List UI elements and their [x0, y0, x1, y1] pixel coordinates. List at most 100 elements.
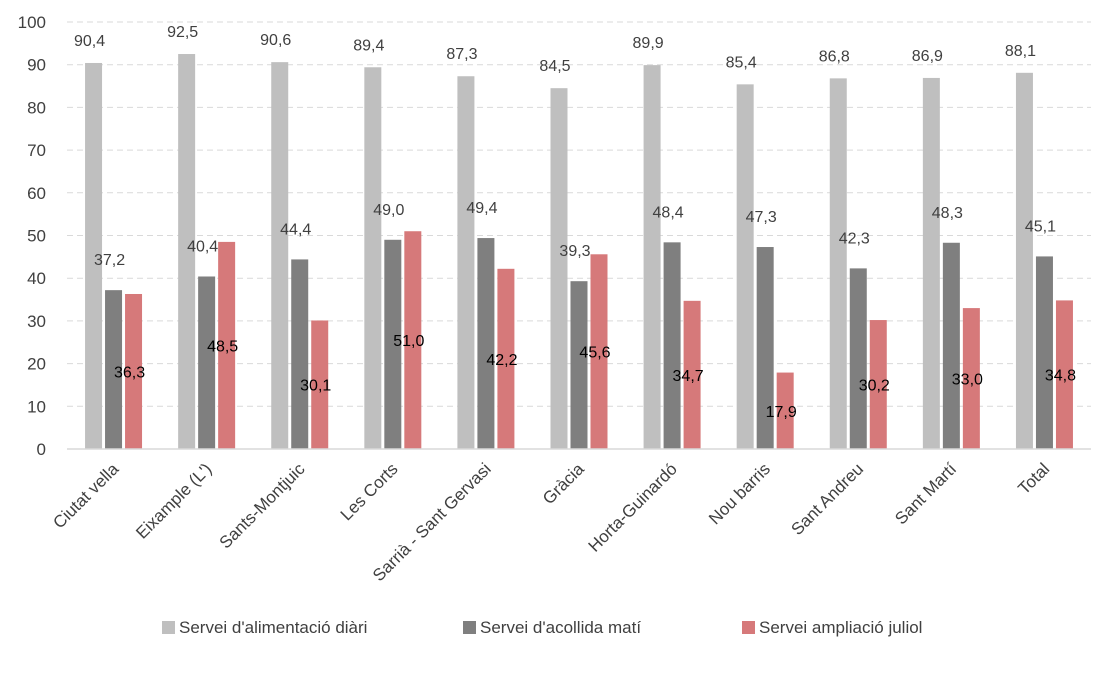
- bar: [105, 290, 123, 449]
- data-label: 92,5: [167, 24, 198, 41]
- y-tick-label: 50: [27, 227, 46, 246]
- bar: [776, 372, 794, 449]
- data-label: 51,0: [393, 333, 424, 350]
- data-label: 86,8: [819, 48, 850, 65]
- legend-item: Servei d'alimentació diàri: [162, 618, 367, 637]
- legend-label: Servei d'alimentació diàri: [179, 618, 367, 637]
- data-label: 86,9: [912, 48, 943, 65]
- bar: [643, 65, 661, 449]
- category-label: Total: [1014, 459, 1053, 498]
- data-label: 45,1: [1025, 218, 1056, 235]
- bar: [271, 62, 289, 449]
- data-label: 49,0: [373, 202, 404, 219]
- gridlines: [67, 21, 1091, 407]
- y-tick-label: 30: [27, 312, 46, 331]
- bar: [404, 231, 422, 449]
- data-label: 49,4: [466, 200, 497, 217]
- bar: [311, 320, 329, 449]
- category-label: Sant Martí: [891, 459, 960, 528]
- bar: [291, 259, 309, 449]
- y-axis-ticks: 0 10 20 30 40 50 60 70 80 90 100: [18, 13, 46, 459]
- bars: [85, 54, 1073, 450]
- bar: [550, 88, 568, 449]
- y-tick-label: 60: [27, 184, 46, 203]
- legend: Servei d'alimentació diàri Servei d'acoll…: [162, 618, 922, 637]
- data-label: 33,0: [952, 372, 983, 389]
- data-label: 42,2: [486, 352, 517, 369]
- bar: [736, 84, 754, 449]
- data-label: 45,6: [579, 345, 610, 362]
- bar: [85, 62, 103, 449]
- data-label: 90,4: [74, 33, 105, 50]
- bar: [125, 293, 143, 449]
- y-tick-label: 10: [27, 397, 46, 416]
- bar: [829, 78, 847, 449]
- legend-item: Servei d'acollida matí: [463, 618, 641, 637]
- category-label: Horta-Guinardó: [585, 459, 681, 555]
- y-tick-label: 100: [18, 13, 46, 32]
- bar: [962, 308, 980, 449]
- bar: [663, 242, 681, 449]
- data-label: 88,1: [1005, 43, 1036, 60]
- legend-swatch: [742, 621, 755, 634]
- y-tick-label: 20: [27, 355, 46, 374]
- data-label: 84,5: [539, 58, 570, 75]
- data-label: 39,3: [559, 243, 590, 260]
- legend-item: Servei ampliació juliol: [742, 618, 922, 637]
- legend-label: Servei d'acollida matí: [480, 618, 641, 637]
- bar: [198, 276, 216, 449]
- data-label: 47,3: [746, 209, 777, 226]
- data-label: 42,3: [839, 230, 870, 247]
- y-tick-label: 40: [27, 269, 46, 288]
- legend-label: Servei ampliació juliol: [759, 618, 922, 637]
- legend-swatch: [463, 621, 476, 634]
- data-label: 90,6: [260, 32, 291, 49]
- y-tick-label: 80: [27, 98, 46, 117]
- y-tick-label: 0: [37, 440, 46, 459]
- category-label: Eixample (L'): [132, 459, 215, 542]
- bar: [457, 76, 475, 449]
- data-label: 48,4: [653, 204, 684, 221]
- bar: [384, 239, 402, 449]
- bar: [570, 281, 588, 449]
- data-label: 89,9: [633, 35, 664, 52]
- data-label: 48,3: [932, 205, 963, 222]
- category-label: Gràcia: [539, 459, 588, 508]
- bar: [218, 241, 236, 449]
- data-label: 44,4: [280, 221, 311, 238]
- category-label: Les Corts: [337, 459, 402, 524]
- bar: [178, 54, 196, 450]
- bar: [683, 300, 701, 449]
- data-label: 30,1: [300, 378, 331, 395]
- category-label: Nou barris: [705, 459, 774, 528]
- bar: [477, 238, 495, 449]
- legend-swatch: [162, 621, 175, 634]
- bar: [364, 67, 382, 450]
- bar: [590, 254, 608, 449]
- category-label: Ciutat vella: [49, 459, 122, 532]
- data-label: 40,4: [187, 238, 218, 255]
- data-labels: 90,4 37,2 36,3 92,5 40,4 48,5 90,6 44,4 30,1 89,4…: [74, 24, 1076, 421]
- data-label: 34,7: [673, 368, 704, 385]
- bar: [942, 242, 960, 449]
- data-label: 37,2: [94, 252, 125, 269]
- data-label: 85,4: [726, 54, 757, 71]
- data-label: 48,5: [207, 338, 238, 355]
- bar: [1055, 300, 1073, 449]
- data-label: 87,3: [446, 46, 477, 63]
- data-label: 34,8: [1045, 368, 1076, 385]
- y-tick-label: 70: [27, 141, 46, 160]
- bar: [497, 268, 515, 449]
- category-labels: Ciutat vella Eixample (L') Sants-Montjuic L…: [49, 459, 1053, 585]
- y-tick-label: 90: [27, 56, 46, 75]
- data-label: 89,4: [353, 37, 384, 54]
- bar: [869, 320, 887, 449]
- bar: [922, 77, 940, 449]
- data-label: 36,3: [114, 364, 145, 381]
- data-label: 17,9: [766, 404, 797, 421]
- category-label: Sants-Montjuic: [216, 459, 309, 552]
- bar: [756, 247, 774, 449]
- data-label: 30,2: [859, 378, 890, 395]
